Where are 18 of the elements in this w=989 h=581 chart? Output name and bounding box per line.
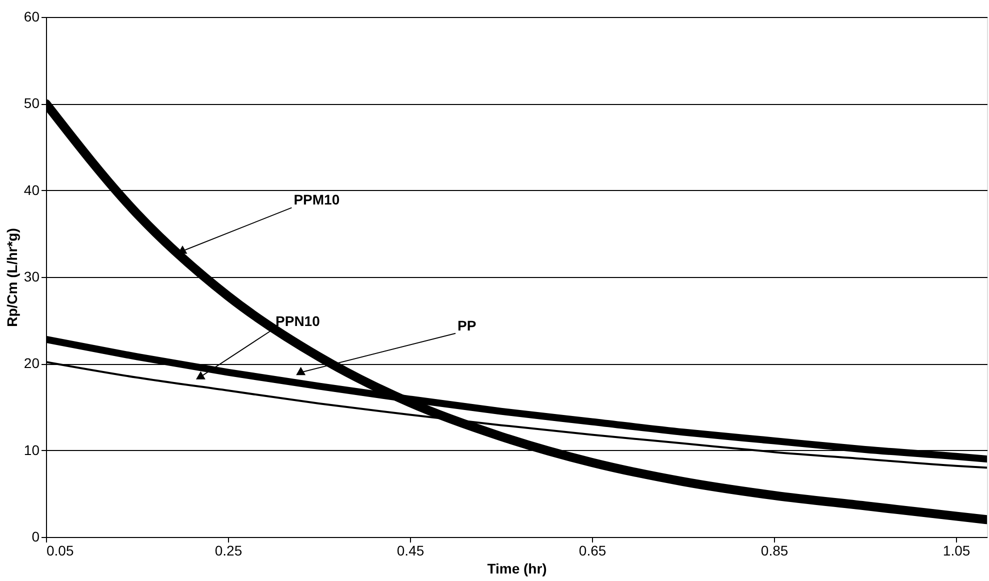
x-tick-label: 0.65 bbox=[578, 542, 606, 558]
x-tick-label: 0.25 bbox=[214, 542, 242, 558]
y-axis-title: Rp/Cm (L/hr*g) bbox=[4, 228, 20, 327]
y-tick-label: 60 bbox=[24, 8, 40, 24]
y-tick-label: 40 bbox=[24, 182, 40, 198]
annotation: PPM10 bbox=[294, 192, 340, 208]
x-tick-label: 0.05 bbox=[46, 542, 74, 558]
x-tick-label: 0.45 bbox=[396, 542, 424, 558]
x-axis-title: Time (hr) bbox=[487, 560, 547, 576]
y-tick-label: 50 bbox=[24, 95, 40, 112]
x-tick-label: 1.05 bbox=[942, 542, 970, 558]
y-tick-label: 10 bbox=[24, 442, 40, 458]
annotation: PP bbox=[458, 317, 476, 334]
y-tick-label: 0 bbox=[32, 528, 40, 544]
annotation: PPN10 bbox=[276, 313, 320, 329]
y-tick-label: 30 bbox=[24, 268, 40, 284]
y-tick-label: 20 bbox=[24, 355, 40, 372]
x-tick-label: 0.85 bbox=[760, 542, 788, 558]
